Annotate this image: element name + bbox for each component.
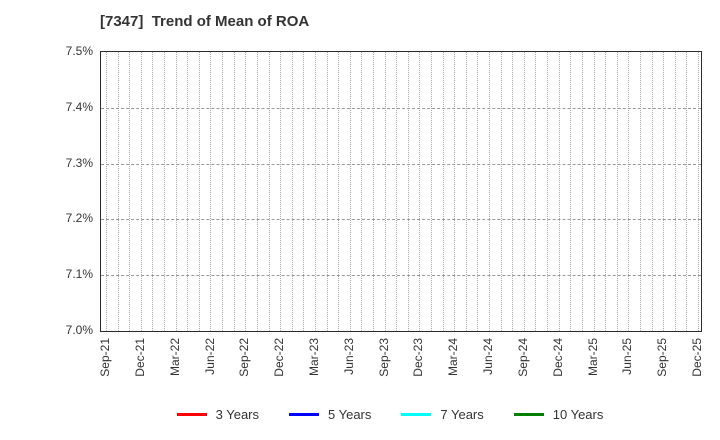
x-tick-label: Sep-22 xyxy=(237,338,252,377)
vertical-gridline xyxy=(523,52,525,331)
vertical-gridline xyxy=(338,52,340,331)
x-tick-label: Mar-23 xyxy=(306,338,321,377)
vertical-gridline xyxy=(372,52,374,331)
vertical-gridline xyxy=(256,52,258,331)
legend-label-5-years: 5 Years xyxy=(328,406,372,422)
vertical-gridline xyxy=(454,52,456,331)
vertical-gridline xyxy=(303,52,305,331)
series-layer xyxy=(101,52,701,331)
vertical-gridline xyxy=(268,52,270,331)
plot-area xyxy=(100,51,702,332)
vertical-gridline xyxy=(547,52,549,331)
x-tick-label: Dec-24 xyxy=(550,338,565,377)
x-tick-label: Sep-24 xyxy=(515,338,530,377)
x-tick-label: Mar-24 xyxy=(446,338,461,377)
vertical-gridline xyxy=(233,52,235,331)
vertical-gridline xyxy=(674,52,676,331)
vertical-gridline xyxy=(442,52,444,331)
legend-item-3-years: 3 Years xyxy=(176,406,259,422)
legend-label-3-years: 3 Years xyxy=(215,406,259,422)
x-tick-label: Sep-23 xyxy=(376,338,391,377)
vertical-gridline xyxy=(164,52,166,331)
vertical-gridline xyxy=(628,52,630,331)
vertical-gridline xyxy=(152,52,154,331)
vertical-gridline xyxy=(558,52,560,331)
vertical-gridline xyxy=(512,52,514,331)
x-tick-label: Jun-25 xyxy=(620,338,635,375)
x-tick-label: Mar-22 xyxy=(167,338,182,377)
y-axis: 7.0% 7.1% 7.2% 7.3% 7.4% 7.5% xyxy=(0,0,93,440)
vertical-gridline xyxy=(686,52,688,331)
x-tick-label: Jun-23 xyxy=(341,338,356,375)
vertical-gridline xyxy=(140,52,142,331)
y-tick-label: 7.1% xyxy=(65,267,93,282)
vertical-gridline xyxy=(431,52,433,331)
vertical-gridline xyxy=(326,52,328,331)
vertical-gridline xyxy=(698,52,699,331)
vertical-gridline xyxy=(616,52,618,331)
vertical-gridline xyxy=(535,52,537,331)
vertical-gridline xyxy=(663,52,665,331)
vertical-gridline xyxy=(465,52,467,331)
vertical-gridline xyxy=(291,52,293,331)
vertical-gridline xyxy=(419,52,421,331)
vertical-gridline xyxy=(639,52,641,331)
chart-title: [7347] Trend of Mean of ROA xyxy=(100,13,310,30)
vertical-gridline xyxy=(396,52,398,331)
vertical-gridline xyxy=(581,52,583,331)
vertical-gridline xyxy=(222,52,224,331)
x-tick-label: Dec-23 xyxy=(411,338,426,377)
vertical-gridline xyxy=(198,52,200,331)
vertical-gridline xyxy=(129,52,131,331)
legend-item-7-years: 7 Years xyxy=(401,406,484,422)
vertical-gridline xyxy=(117,52,119,331)
legend-label-7-years: 7 Years xyxy=(440,406,484,422)
y-tick-label: 7.3% xyxy=(65,155,93,170)
legend-item-10-years: 10 Years xyxy=(513,406,604,422)
x-axis: Sep-21 Dec-21 Mar-22 Jun-22 Sep-22 Dec-22 Mar-… xyxy=(98,338,704,400)
legend: 3 Years 5 Years 7 Years 10 Years xyxy=(60,403,720,425)
vertical-gridline xyxy=(570,52,572,331)
horizontal-gridline xyxy=(101,219,701,221)
horizontal-gridline xyxy=(101,107,701,109)
vertical-gridline xyxy=(593,52,595,331)
vertical-gridline xyxy=(280,52,282,331)
vertical-gridline xyxy=(489,52,491,331)
vertical-gridline xyxy=(407,52,409,331)
vertical-gridline xyxy=(477,52,479,331)
x-tick-label: Sep-21 xyxy=(98,338,112,377)
legend-line-7-years-icon xyxy=(401,412,432,416)
x-tick-label: Jun-22 xyxy=(202,338,217,375)
vertical-gridline xyxy=(106,52,107,331)
vertical-gridline xyxy=(210,52,212,331)
y-tick-label: 7.5% xyxy=(65,44,93,58)
legend-label-10-years: 10 Years xyxy=(552,406,604,422)
legend-line-5-years-icon xyxy=(289,412,319,416)
vertical-gridline xyxy=(651,52,653,331)
legend-line-3-years-icon xyxy=(176,412,207,416)
x-tick-label: Dec-21 xyxy=(132,338,147,377)
vertical-gridline xyxy=(384,52,386,331)
vertical-gridline xyxy=(605,52,607,331)
horizontal-gridline xyxy=(101,275,701,277)
x-tick-label: Mar-25 xyxy=(585,338,600,377)
y-tick-label: 7.4% xyxy=(65,99,93,114)
vertical-gridline xyxy=(361,52,363,331)
vertical-gridline xyxy=(245,52,247,331)
vertical-gridline xyxy=(314,52,316,331)
horizontal-gridline xyxy=(101,163,701,165)
x-tick-label: Dec-25 xyxy=(690,338,704,377)
legend-line-10-years-icon xyxy=(513,412,544,416)
legend-item-5-years: 5 Years xyxy=(289,407,371,422)
x-tick-label: Dec-22 xyxy=(272,338,287,377)
vertical-gridline xyxy=(187,52,189,331)
vertical-gridline xyxy=(500,52,502,331)
y-tick-label: 7.2% xyxy=(65,211,93,226)
x-tick-label: Jun-24 xyxy=(481,338,496,375)
vertical-gridline xyxy=(175,52,177,331)
x-tick-label: Sep-25 xyxy=(655,338,670,377)
vertical-gridline xyxy=(349,52,351,331)
y-tick-label: 7.0% xyxy=(65,323,93,337)
